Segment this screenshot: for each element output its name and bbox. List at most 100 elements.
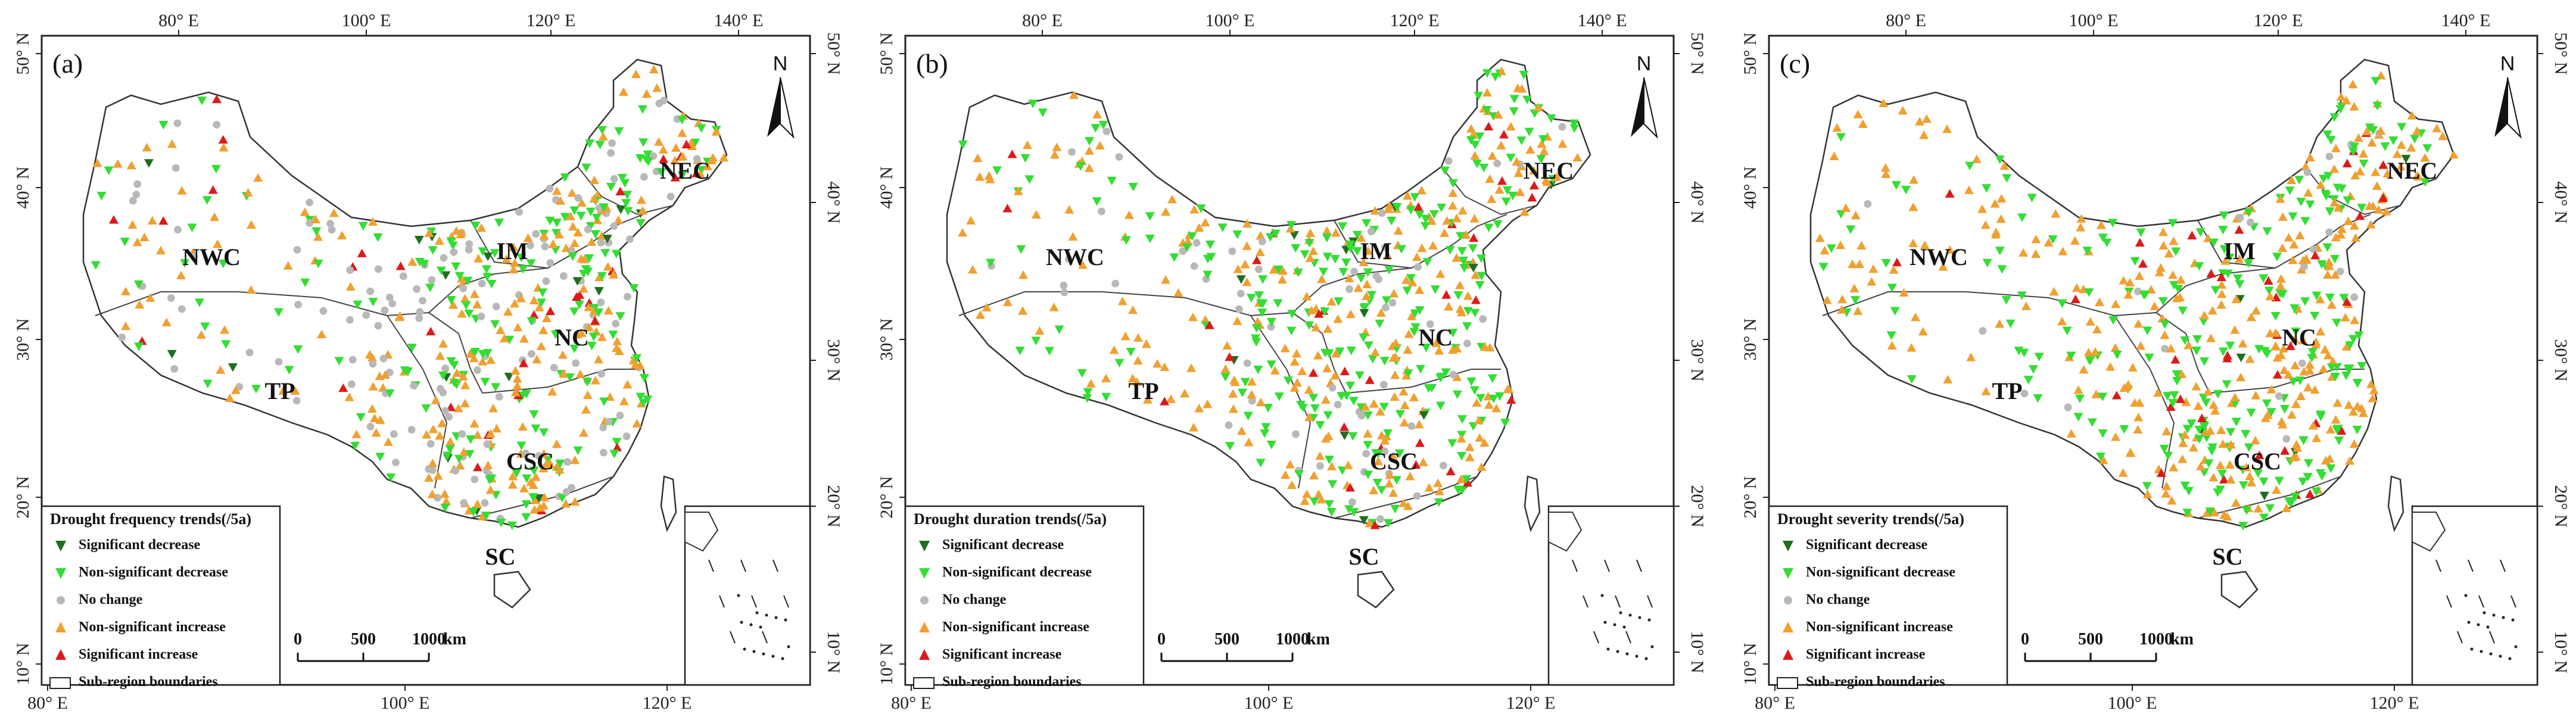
- station-marker: [1354, 371, 1365, 381]
- station-marker: [1331, 348, 1341, 358]
- left-tick-label: 10° N: [13, 643, 33, 685]
- station-marker: [1267, 323, 1275, 331]
- legend-item-label: Sub-region boundaries: [79, 674, 218, 690]
- inset-island: [1650, 645, 1654, 649]
- station-marker: [671, 143, 681, 152]
- station-marker: [1407, 278, 1418, 286]
- station-marker: [2367, 138, 2377, 147]
- station-marker: [1441, 368, 1451, 377]
- station-marker: [2303, 459, 2313, 468]
- station-marker: [2150, 301, 2160, 310]
- station-marker: [2319, 174, 2329, 183]
- station-marker: [1479, 342, 1490, 351]
- station-marker: [371, 428, 381, 437]
- station-marker: [329, 208, 339, 217]
- inset-island: [1619, 611, 1622, 615]
- station-marker: [2396, 140, 2406, 149]
- station-marker: [487, 279, 497, 289]
- station-marker: [599, 397, 609, 406]
- map-panel-1: 80° E 100° E 120° E 140° E80° E 100° E 120° E…: [13, 11, 843, 713]
- station-marker: [2105, 362, 2116, 371]
- station-marker: [589, 175, 599, 185]
- station-marker: [1820, 245, 1830, 255]
- station-marker: [211, 164, 221, 174]
- station-marker: [1304, 239, 1315, 248]
- station-marker: [424, 228, 434, 238]
- station-marker: [638, 398, 649, 408]
- station-marker: [187, 223, 197, 232]
- station-marker: [560, 173, 570, 182]
- station-marker: [2194, 425, 2204, 435]
- station-marker: [1084, 146, 1094, 155]
- station-marker: [2295, 376, 2305, 385]
- station-marker: [1451, 253, 1462, 262]
- station-marker: [334, 357, 344, 366]
- station-marker: [366, 287, 375, 295]
- inset-island: [1616, 650, 1619, 653]
- station-marker: [1494, 392, 1505, 401]
- station-marker: [306, 198, 314, 207]
- station-marker: [2270, 328, 2281, 337]
- station-marker: [2364, 201, 2374, 210]
- station-marker: [1836, 210, 1846, 219]
- station-marker: [1345, 285, 1353, 293]
- station-marker: [1414, 420, 1424, 429]
- legend-item-label: Sub-region boundaries: [942, 674, 1082, 690]
- station-marker: [293, 345, 303, 354]
- station-marker: [1233, 264, 1243, 273]
- station-marker: [292, 397, 301, 405]
- station-marker: [1437, 203, 1447, 213]
- station-marker: [1815, 233, 1825, 242]
- station-marker: [1477, 462, 1487, 471]
- station-marker: [385, 389, 395, 398]
- station-marker: [428, 276, 436, 284]
- station-marker: [1251, 324, 1261, 333]
- station-marker: [480, 378, 490, 387]
- bottom-tick-label: 100° E: [1244, 693, 1294, 713]
- station-marker: [2188, 442, 2198, 452]
- station-marker: [1448, 329, 1458, 338]
- station-marker: [1991, 230, 2001, 239]
- station-marker: [1493, 220, 1503, 229]
- station-marker: [2219, 475, 2229, 484]
- station-marker: [2359, 159, 2369, 169]
- station-marker: [526, 259, 536, 268]
- station-marker: [1506, 154, 1516, 163]
- station-marker: [2206, 269, 2216, 278]
- station-marker: [2246, 478, 2256, 487]
- station-marker: [1507, 191, 1518, 201]
- station-marker: [1076, 162, 1086, 171]
- station-marker: [474, 254, 484, 263]
- station-marker: [528, 493, 538, 502]
- nine-dash-line: [2435, 559, 2441, 572]
- station-marker: [1091, 124, 1101, 133]
- bottom-tick-label: 120° E: [1506, 693, 1556, 713]
- station-marker: [1390, 504, 1400, 514]
- station-marker: [2335, 230, 2346, 239]
- station-marker: [2205, 507, 2215, 516]
- station-marker: [1270, 229, 1281, 238]
- station-marker: [2090, 347, 2100, 356]
- station-marker: [561, 243, 571, 253]
- station-marker: [1469, 233, 1479, 242]
- region-label-nwc: NWC: [182, 244, 241, 270]
- right-tick-label: 40° N: [1687, 181, 1707, 223]
- station-marker: [2266, 385, 2276, 394]
- station-marker: [1092, 197, 1102, 206]
- station-marker: [1569, 124, 1580, 133]
- station-marker: [1293, 268, 1303, 278]
- station-marker: [1334, 401, 1342, 409]
- station-marker: [1228, 247, 1236, 255]
- station-marker: [144, 159, 154, 168]
- station-marker: [1345, 482, 1355, 492]
- station-marker: [543, 456, 553, 465]
- station-marker: [2238, 339, 2248, 348]
- station-marker: [1466, 377, 1477, 387]
- station-marker: [313, 259, 323, 269]
- station-marker: [2142, 490, 2153, 498]
- station-marker: [431, 395, 441, 404]
- station-marker: [507, 521, 517, 531]
- station-marker: [466, 435, 476, 444]
- station-marker: [530, 495, 540, 504]
- station-marker: [435, 351, 445, 360]
